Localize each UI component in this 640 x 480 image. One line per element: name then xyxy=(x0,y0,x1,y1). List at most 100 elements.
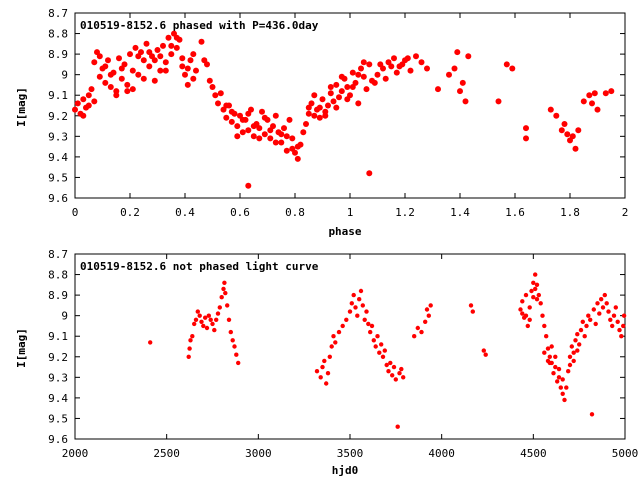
data-point xyxy=(204,325,210,331)
data-point xyxy=(143,40,150,47)
data-point xyxy=(375,334,380,339)
data-point xyxy=(347,309,353,314)
data-point xyxy=(314,369,320,374)
data-point xyxy=(331,334,336,339)
y-tick-label: 9.1 xyxy=(48,89,68,102)
y-tick-label: 9.5 xyxy=(48,412,68,425)
x-tick-label: 3000 xyxy=(245,447,272,460)
data-point xyxy=(232,344,237,349)
y-tick-label: 8.9 xyxy=(48,289,68,302)
data-point xyxy=(325,102,331,109)
data-point xyxy=(544,334,549,339)
y-tick-label: 9.1 xyxy=(48,330,68,343)
data-point xyxy=(162,59,169,66)
data-point xyxy=(569,344,574,349)
data-point xyxy=(604,301,609,306)
data-point xyxy=(236,360,241,366)
data-point xyxy=(129,86,136,93)
data-point xyxy=(85,92,92,99)
y-tick-label: 8.7 xyxy=(48,248,68,261)
data-point xyxy=(571,350,576,355)
data-point xyxy=(534,297,540,302)
data-point xyxy=(360,303,365,308)
data-point xyxy=(578,327,584,333)
data-point xyxy=(424,307,430,312)
data-point xyxy=(146,49,153,56)
data-point xyxy=(572,145,579,152)
data-point xyxy=(135,71,142,78)
x-axis-label: phase xyxy=(328,225,361,238)
data-point xyxy=(503,61,510,68)
data-point xyxy=(413,53,419,60)
data-point xyxy=(558,127,565,134)
x-tick-label: 0.4 xyxy=(175,206,195,219)
data-point xyxy=(586,92,593,99)
data-point xyxy=(300,129,307,136)
data-point xyxy=(327,354,332,359)
data-point xyxy=(281,125,287,132)
y-tick-label: 9.3 xyxy=(48,371,68,384)
data-point xyxy=(228,118,235,125)
data-point xyxy=(553,354,558,359)
data-point xyxy=(597,311,602,316)
data-point xyxy=(127,51,133,58)
data-point xyxy=(533,272,538,277)
data-point xyxy=(380,354,386,359)
data-point xyxy=(239,129,246,136)
data-point xyxy=(305,110,312,117)
data-point xyxy=(338,73,345,80)
data-point xyxy=(192,321,197,327)
data-point xyxy=(201,323,206,329)
data-point xyxy=(336,329,342,335)
data-point xyxy=(272,112,279,119)
data-point xyxy=(542,323,547,329)
data-point xyxy=(582,334,587,339)
x-tick-label: 1.8 xyxy=(560,206,580,219)
data-point xyxy=(162,67,169,74)
data-point xyxy=(184,81,191,88)
data-point xyxy=(404,55,411,62)
data-point xyxy=(118,75,125,82)
data-point xyxy=(401,375,406,380)
data-point xyxy=(316,114,323,121)
data-point xyxy=(384,362,389,368)
data-point xyxy=(157,67,164,74)
y-tick-label: 9.3 xyxy=(48,130,68,143)
data-point xyxy=(545,346,551,351)
data-point xyxy=(223,290,228,296)
data-point xyxy=(96,73,103,80)
ticks-group: 0 0.2 0.4 0.6 0.8 1 1.2 1.4 1.6 1.8 2 8.7 8.8 8.9 9 9.1… xyxy=(48,7,628,219)
data-point xyxy=(353,305,358,310)
data-point xyxy=(454,49,461,56)
data-point xyxy=(212,92,219,99)
chart-title: 010519-8152.6 not phased light curve xyxy=(80,260,319,273)
data-point xyxy=(594,106,601,113)
x-tick-label: 2500 xyxy=(153,447,180,460)
data-point xyxy=(113,92,120,99)
data-point xyxy=(545,358,551,364)
data-point xyxy=(327,84,334,90)
data-point xyxy=(311,112,318,119)
data-point xyxy=(556,375,562,380)
data-point xyxy=(549,344,554,349)
data-point xyxy=(283,133,290,140)
data-point xyxy=(584,323,589,329)
data-point xyxy=(355,71,362,78)
data-point xyxy=(373,344,378,349)
data-point xyxy=(206,77,213,84)
y-tick-label: 9.4 xyxy=(48,151,68,164)
data-point xyxy=(608,88,615,95)
data-point xyxy=(591,307,596,312)
y-axis-label: I[mag] xyxy=(15,87,28,127)
data-point xyxy=(357,297,362,302)
data-point xyxy=(531,295,536,300)
data-point xyxy=(617,327,622,333)
data-point xyxy=(107,84,114,90)
data-point xyxy=(319,96,326,103)
data-point xyxy=(366,321,371,327)
data-point xyxy=(520,299,525,304)
data-point xyxy=(595,301,600,306)
ticks-group: 2000 2500 3000 3500 4000 4500 5000 8.7 8.8 8.9 9 9.… xyxy=(48,248,638,460)
data-point xyxy=(615,319,620,324)
data-point xyxy=(96,53,103,60)
